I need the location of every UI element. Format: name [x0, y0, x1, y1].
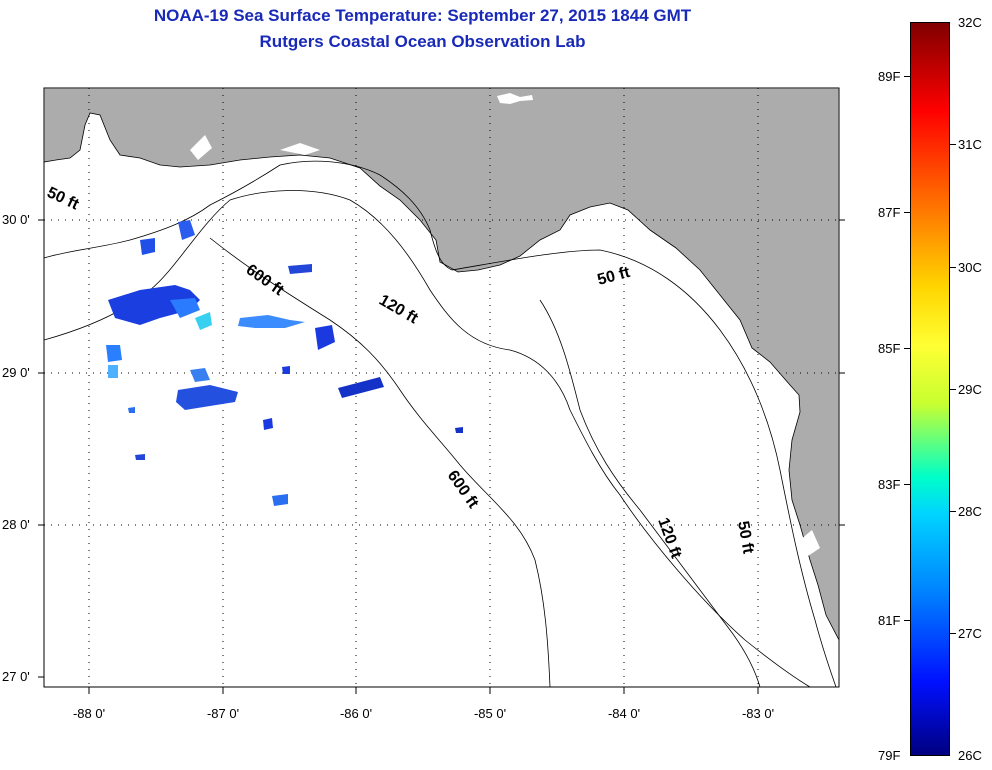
axis-ticks: [38, 219, 845, 694]
colorbar-label-29c: 29C: [958, 382, 982, 397]
lon-label-83: -83 0': [741, 706, 775, 721]
colorbar-label-27c: 27C: [958, 626, 982, 641]
sst-patch-large-west: [108, 285, 200, 325]
sst-patch-mid-west: [106, 345, 122, 362]
colorbar-label-79f: 79F: [878, 748, 901, 763]
colorbar-label-81f: 81F: [878, 613, 901, 628]
contour-50ft-east: [451, 249, 837, 688]
inland-lake: [497, 93, 533, 104]
sst-patch-mid-west-b: [108, 365, 118, 378]
land-area: [43, 87, 840, 641]
colorbar-label-31c: 31C: [958, 137, 982, 152]
sst-patch-center-b: [288, 264, 312, 274]
map-title: NOAA-19 Sea Surface Temperature: Septemb…: [153, 6, 692, 25]
sst-patch-north-a: [140, 238, 155, 255]
sst-patch-small-d: [455, 427, 463, 433]
contour-120ft: [43, 190, 811, 688]
lat-label-28: 28 0': [2, 517, 30, 532]
lon-label-84: -84 0': [607, 706, 641, 721]
sst-patch-center-c: [315, 325, 335, 350]
colorbar-label-85f: 85F: [878, 341, 901, 356]
sst-patch-east: [338, 377, 384, 398]
colorbar-label-89f: 89F: [878, 69, 901, 84]
contour-50ft-west: [43, 160, 453, 271]
map-subtitle: Rutgers Coastal Ocean Observation Lab: [259, 32, 586, 51]
colorbar-label-83f: 83F: [878, 477, 901, 492]
colorbar-label-30c: 30C: [958, 260, 982, 275]
lon-label-87: -87 0': [206, 706, 240, 721]
colorbar-label-28c: 28C: [958, 504, 982, 519]
contour-600ft: [209, 237, 551, 688]
colorbar-label-32c: 32C: [958, 15, 982, 30]
sst-patch-small-b: [272, 494, 288, 506]
lat-label-30: 30 0': [2, 212, 30, 227]
sst-patch-center-a: [238, 315, 305, 328]
lon-label-88: -88 0': [72, 706, 106, 721]
depth-label-50ft-south: 50 ft: [734, 520, 757, 556]
sst-patch-south-blob: [176, 385, 238, 410]
sst-patch-cyan-spot: [195, 312, 212, 330]
mobile-bay: [98, 130, 108, 158]
sst-patch-small-c: [135, 454, 145, 460]
colorbar-label-26c: 26C: [958, 748, 982, 763]
temperature-colorbar: [910, 22, 950, 756]
choctawhatchee-bay: [280, 143, 320, 155]
sst-data-patches: [106, 220, 463, 506]
sst-patch-small-e: [282, 366, 290, 374]
sst-patch-north-b: [178, 220, 195, 240]
colorbar-label-87f: 87F: [878, 205, 901, 220]
lat-label-27: 27 0': [2, 669, 30, 684]
tampa-bay: [800, 530, 820, 556]
lat-label-29: 29 0': [2, 365, 30, 380]
pensacola-bay: [190, 135, 212, 160]
contour-120ft-east: [539, 299, 761, 688]
sst-patch-small-a: [263, 418, 273, 430]
sst-patch-small-f: [128, 407, 135, 413]
sst-patch-south-blob-top: [190, 368, 210, 382]
lon-label-85: -85 0': [473, 706, 507, 721]
sst-patch-west-light: [170, 298, 200, 318]
lon-label-86: -86 0': [339, 706, 373, 721]
depth-contours: [43, 160, 837, 688]
